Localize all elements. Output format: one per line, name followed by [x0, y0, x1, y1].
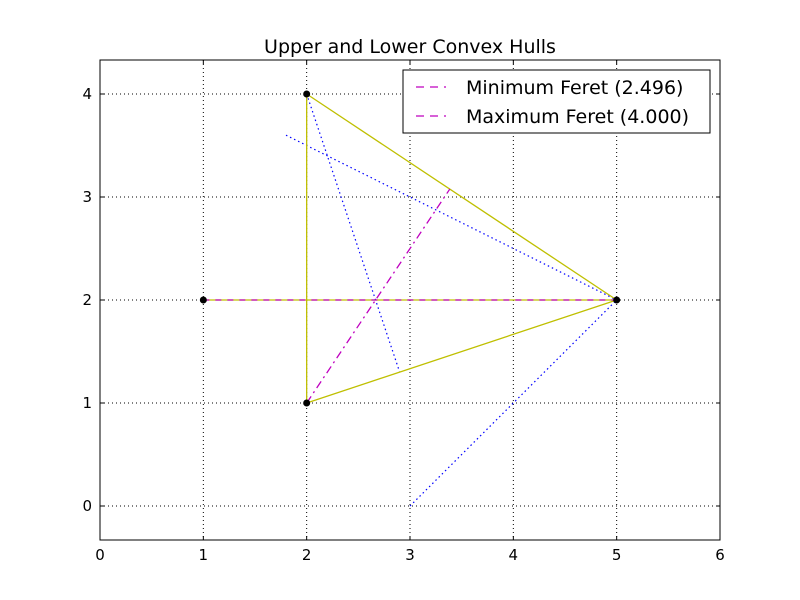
- y-tick-label: 3: [82, 188, 92, 206]
- legend-label: Minimum Feret (2.496): [466, 77, 683, 99]
- legend: Minimum Feret (2.496) Maximum Feret (4.00…: [402, 69, 711, 134]
- chart-title: Upper and Lower Convex Hulls: [264, 36, 556, 58]
- x-tick-label: 0: [95, 546, 105, 564]
- y-tick-label: 1: [82, 394, 92, 412]
- x-tick-label: 1: [199, 546, 209, 564]
- caliper-line: [285, 134, 617, 301]
- hull-points: [199, 90, 621, 407]
- data-point: [199, 296, 207, 304]
- x-tick-label: 6: [715, 546, 725, 564]
- y-tick-label: 4: [82, 85, 92, 103]
- series-line-minimum-feret: [306, 188, 451, 404]
- hull-edge: [306, 299, 617, 404]
- legend-box: [402, 69, 711, 134]
- axis-ticks: 0 1 2 3 4 5 6 0 1 2 3 4: [82, 60, 725, 564]
- y-tick-label: 2: [82, 291, 92, 309]
- hull-edge: [306, 93, 618, 301]
- caliper-line: [306, 93, 401, 373]
- x-tick-label: 5: [612, 546, 622, 564]
- legend-label: Maximum Feret (4.000): [466, 106, 689, 128]
- x-tick-label: 4: [509, 546, 519, 564]
- data-point: [303, 399, 311, 407]
- caliper-line: [409, 299, 618, 507]
- caliper-lines: [285, 93, 618, 507]
- feret-series: [203, 188, 617, 404]
- x-tick-label: 2: [302, 546, 312, 564]
- x-tick-label: 3: [405, 546, 415, 564]
- hull-edges: [203, 93, 618, 404]
- data-point: [303, 90, 311, 98]
- data-point: [613, 296, 621, 304]
- y-tick-label: 0: [82, 497, 92, 515]
